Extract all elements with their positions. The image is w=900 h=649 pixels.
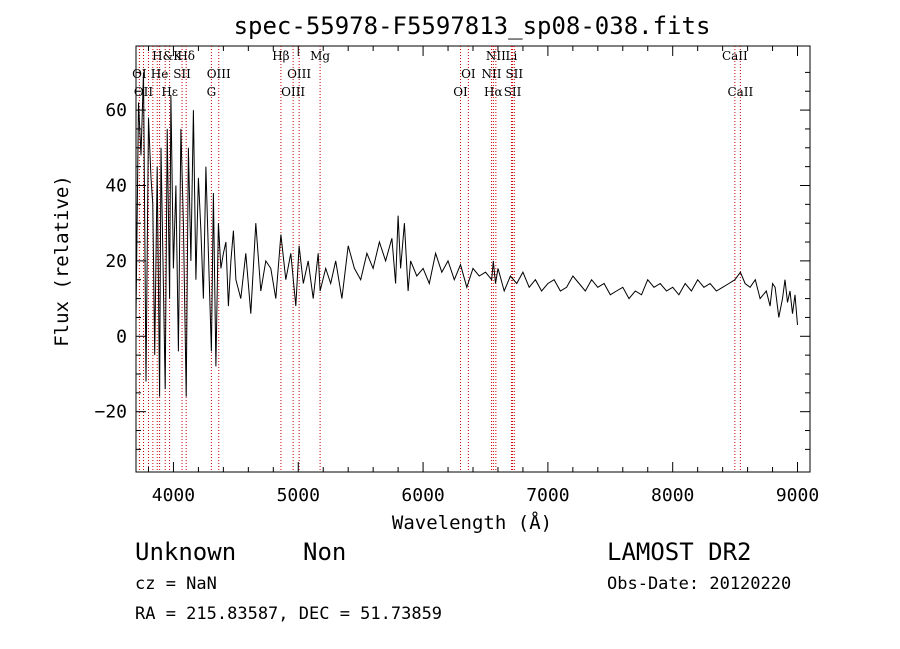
y-tick-label: 0 — [116, 326, 127, 347]
y-axis: −20 0 20 40 60 — [94, 71, 810, 450]
spectral-line-label: NII — [486, 49, 506, 63]
y-tick-label: 20 — [105, 251, 127, 272]
spectral-line-label: Li — [506, 49, 518, 63]
spectral-line-label: Hδ — [177, 49, 195, 63]
coordinates: RA = 215.83587, DEC = 51.73859 — [135, 604, 442, 624]
x-tick-label: 9000 — [776, 485, 819, 506]
plot-frame — [135, 45, 811, 473]
x-tick-label: 7000 — [526, 485, 569, 506]
spectral-line-markers — [138, 46, 741, 472]
spectral-line-label: CaII — [722, 49, 748, 63]
subclass: Non — [303, 538, 346, 566]
spectrum-line — [135, 72, 798, 397]
spectral-line-label: SII — [505, 67, 523, 81]
survey-name: LAMOST DR2 — [607, 538, 752, 566]
spectral-line-label: Hα — [484, 85, 503, 99]
spectral-line-label: He — [151, 67, 169, 81]
spectral-line-label: SII — [504, 85, 522, 99]
x-tick-label: 4000 — [152, 485, 195, 506]
obs-date: Obs-Date: 20120220 — [607, 574, 791, 594]
spectral-line-label: H&K — [152, 49, 183, 63]
spectral-line-label: SII — [173, 67, 191, 81]
y-tick-label: −20 — [94, 402, 127, 423]
redshift-cz: cz = NaN — [135, 574, 217, 594]
spectral-line-label: NII — [481, 67, 501, 81]
object-class: Unknown — [135, 538, 236, 566]
spectral-line-label: OIII — [281, 85, 305, 99]
chart-title: spec-55978-F5597813_sp08-038.fits — [234, 12, 711, 40]
x-axis-label: Wavelength (Å) — [392, 511, 552, 534]
y-tick-label: 60 — [105, 100, 127, 121]
x-tick-label: 5000 — [277, 485, 320, 506]
spectral-line-label: OIII — [207, 67, 231, 81]
spectral-line-label: G — [207, 85, 217, 99]
y-tick-label: 40 — [105, 175, 127, 196]
x-tick-label: 8000 — [651, 485, 694, 506]
y-axis-label: Flux (relative) — [51, 175, 73, 347]
spectral-line-label: Hε — [161, 85, 178, 99]
x-tick-label: 6000 — [401, 485, 444, 506]
spectral-line-label: OI — [132, 67, 147, 81]
spectral-line-label: OI — [461, 67, 476, 81]
spectral-line-label: Mg — [310, 49, 330, 63]
x-axis: 4000 5000 6000 7000 8000 9000 — [147, 46, 819, 506]
spectral-line-label: CaII — [727, 85, 753, 99]
spectral-line-label: Hβ — [272, 49, 289, 63]
spectral-line-label: OIII — [287, 67, 311, 81]
spectral-line-label: OI — [453, 85, 468, 99]
